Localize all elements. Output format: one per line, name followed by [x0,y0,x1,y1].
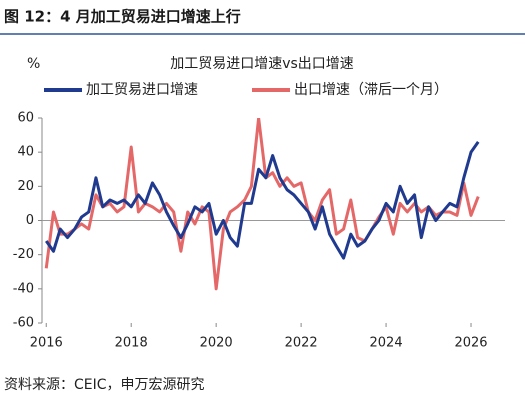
y-tick-label: 60 [17,111,34,126]
legend-label: 加工贸易进口增速 [86,82,198,98]
x-tick-label: 2022 [285,336,318,351]
y-tick-label: 0 [26,213,34,228]
y-tick-label: 20 [17,179,34,194]
x-tick-label: 2020 [200,336,233,351]
legend-label: 出口增速（滞后一个月） [294,82,448,98]
y-tick-label: -60 [13,316,34,331]
y-tick-label: -40 [13,281,34,296]
series-line [44,118,480,291]
x-tick-label: 2016 [30,336,63,351]
figure-title: 图 12：4 月加工贸易进口增速上行 [4,8,241,26]
chart-title: 加工贸易进口增速vs出口增速 [170,56,354,72]
x-tick-label: 2018 [115,336,148,351]
y-tick-label: 40 [17,145,34,160]
series-line [45,141,480,260]
x-tick-label: 2026 [454,336,487,351]
y-axis-label: % [27,56,40,72]
x-tick-label: 2024 [370,336,403,351]
y-tick-label: -20 [13,247,34,262]
source-note: 资料来源：CEIC，申万宏源研究 [4,377,205,393]
